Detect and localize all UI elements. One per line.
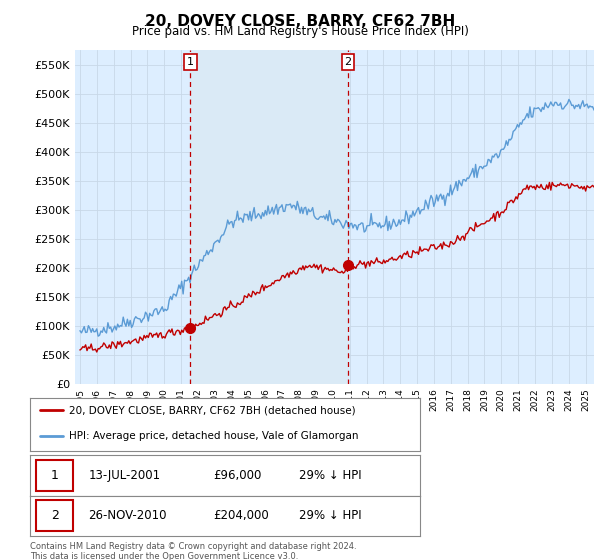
Text: 2: 2 (344, 57, 352, 67)
Text: 1: 1 (50, 469, 59, 482)
Text: 26-NOV-2010: 26-NOV-2010 (89, 509, 167, 522)
Text: 20, DOVEY CLOSE, BARRY, CF62 7BH (detached house): 20, DOVEY CLOSE, BARRY, CF62 7BH (detach… (69, 405, 356, 416)
Text: 13-JUL-2001: 13-JUL-2001 (89, 469, 161, 482)
Text: HPI: Average price, detached house, Vale of Glamorgan: HPI: Average price, detached house, Vale… (69, 431, 359, 441)
Text: 29% ↓ HPI: 29% ↓ HPI (299, 469, 362, 482)
Text: £204,000: £204,000 (214, 509, 269, 522)
Text: 1: 1 (187, 57, 194, 67)
Text: 20, DOVEY CLOSE, BARRY, CF62 7BH: 20, DOVEY CLOSE, BARRY, CF62 7BH (145, 14, 455, 29)
Bar (190, 50, 348, 384)
Text: £96,000: £96,000 (214, 469, 262, 482)
Text: 2: 2 (50, 509, 59, 522)
Text: 29% ↓ HPI: 29% ↓ HPI (299, 509, 362, 522)
FancyBboxPatch shape (36, 501, 73, 531)
Text: Contains HM Land Registry data © Crown copyright and database right 2024.
This d: Contains HM Land Registry data © Crown c… (30, 542, 356, 560)
Text: Price paid vs. HM Land Registry's House Price Index (HPI): Price paid vs. HM Land Registry's House … (131, 25, 469, 38)
FancyBboxPatch shape (36, 460, 73, 491)
